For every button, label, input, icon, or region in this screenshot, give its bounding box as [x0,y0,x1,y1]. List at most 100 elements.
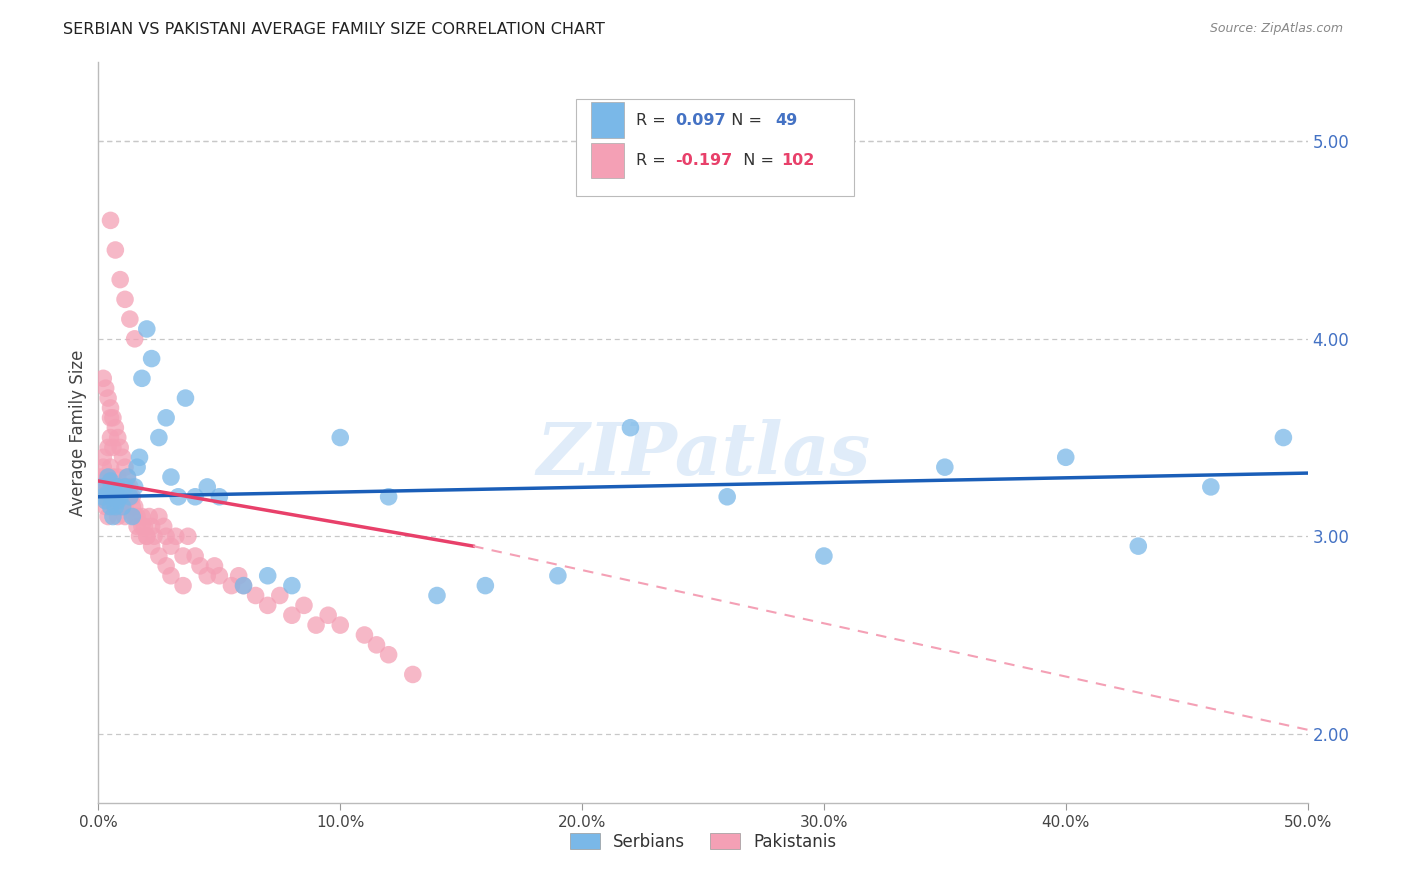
Point [204,558,226,573]
Point [167,490,190,504]
Point [128,529,150,543]
Text: 49: 49 [776,112,797,128]
Point [165,529,187,543]
Point [366,638,388,652]
Text: R =: R = [637,112,672,128]
Point [97,490,120,504]
Point [108,490,131,504]
Point [90,480,112,494]
Point [104,480,127,494]
Point [256,568,278,582]
Point [155,558,177,573]
Point [281,579,304,593]
Point [101,410,124,425]
Point [107,480,129,494]
Text: Source: ZipAtlas.com: Source: ZipAtlas.com [1209,22,1343,36]
Point [91,490,114,504]
Point [114,480,136,494]
Point [111,500,134,514]
Point [101,509,124,524]
Point [316,608,339,623]
Point [94,480,117,494]
Point [107,490,129,504]
Point [138,509,160,524]
Point [90,470,112,484]
Point [547,568,569,582]
Point [377,648,399,662]
Point [107,431,129,445]
Point [377,490,399,504]
Text: SERBIAN VS PAKISTANI AVERAGE FAMILY SIZE CORRELATION CHART: SERBIAN VS PAKISTANI AVERAGE FAMILY SIZE… [63,22,605,37]
Point [121,500,143,514]
Point [329,431,352,445]
Point [100,431,122,445]
Point [107,493,129,508]
Bar [591,143,624,178]
Text: -0.197: -0.197 [675,153,733,168]
Point [104,500,127,514]
Point [100,460,122,475]
Point [208,490,231,504]
Point [474,579,496,593]
Point [100,410,122,425]
Point [121,509,143,524]
Point [184,549,207,563]
Point [148,431,170,445]
Point [160,470,183,484]
Point [97,509,120,524]
Point [111,490,134,504]
Point [143,529,166,543]
Point [195,480,218,494]
Point [1128,539,1150,553]
Point [90,474,112,488]
Point [97,470,120,484]
Point [94,493,117,508]
Point [118,480,141,494]
Point [97,441,120,455]
Point [108,441,131,455]
Point [107,470,129,484]
Point [94,500,117,514]
Point [1199,480,1222,494]
Text: 0.097: 0.097 [675,112,725,128]
Point [127,460,149,475]
Point [148,549,170,563]
Point [148,509,170,524]
Point [155,410,177,425]
Point [141,519,163,533]
Point [94,493,117,508]
Point [111,480,134,494]
FancyBboxPatch shape [576,99,855,195]
Point [131,371,153,385]
Point [114,509,136,524]
Point [813,549,835,563]
Point [127,519,149,533]
Point [716,490,738,504]
Point [121,490,143,504]
Point [134,519,156,533]
Point [111,450,134,465]
Point [141,351,163,366]
Point [160,568,183,582]
Point [292,599,315,613]
Point [91,450,114,465]
Point [160,539,183,553]
Point [107,509,129,524]
Text: N =: N = [721,112,768,128]
Point [104,486,127,500]
Point [124,480,146,494]
Point [131,519,153,533]
Text: N =: N = [734,153,779,168]
Point [91,460,114,475]
Point [117,470,139,484]
Point [177,529,200,543]
Point [104,420,127,434]
Point [108,272,131,286]
Point [90,480,112,494]
Point [100,474,122,488]
Point [101,490,124,504]
Y-axis label: Average Family Size: Average Family Size [69,350,87,516]
Point [221,579,243,593]
Point [353,628,375,642]
Point [305,618,328,632]
